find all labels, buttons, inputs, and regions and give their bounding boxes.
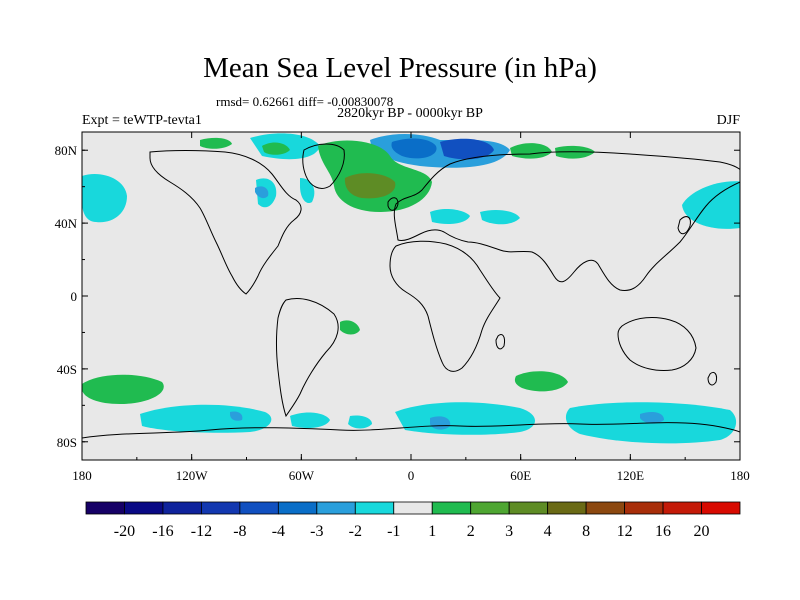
lon-label: 0: [408, 468, 415, 483]
colorbar-label: 1: [428, 523, 436, 540]
antarctica-coast: [82, 422, 740, 439]
colorbar-swatch: [547, 501, 587, 515]
colorbar-swatch: [85, 501, 125, 515]
colorbar-swatch: [662, 501, 702, 515]
colorbar-swatch: [162, 501, 202, 515]
colorbar-swatch: [393, 501, 433, 515]
lat-label: 0: [71, 289, 78, 304]
lat-label: 40S: [57, 362, 77, 377]
lon-label: 60W: [289, 468, 315, 483]
greenland-coast: [302, 143, 345, 189]
colorbar-label: -1: [387, 523, 400, 540]
colorbar-swatch: [277, 501, 318, 515]
lon-label: 180: [72, 468, 92, 483]
negative-anomaly-strong: [230, 133, 664, 430]
colorbar-label: 8: [582, 523, 590, 540]
colorbar-label: -12: [191, 523, 212, 540]
australia-coast: [617, 317, 697, 371]
experiment-label: Expt = teWTP-tevta1: [82, 113, 202, 128]
latitude-labels: 80N 40N 0 40S 80S: [55, 143, 78, 450]
lon-label: 60E: [510, 468, 531, 483]
colorbar-swatch: [470, 501, 510, 515]
eurasia-coast: [393, 151, 740, 291]
madagascar-coast: [495, 333, 505, 350]
colorbar-label: 16: [655, 523, 671, 540]
season-label: DJF: [716, 113, 740, 128]
colorbar-label: 4: [544, 523, 552, 540]
colorbar-label: 2: [467, 523, 475, 540]
colorbar-swatch: [201, 501, 241, 515]
lon-label: 120W: [176, 468, 209, 483]
lat-label: 40N: [55, 216, 78, 231]
stats-text: rmsd= 0.62661 diff= -0.00830078: [216, 94, 394, 109]
africa-coast: [389, 240, 501, 372]
japan-coast: [677, 216, 691, 235]
colorbar-label: 3: [505, 523, 513, 540]
new-zealand-coast: [707, 371, 717, 386]
north-america-coast: [149, 150, 302, 295]
colorbar-swatch: [354, 501, 395, 515]
colorbar: [85, 501, 741, 515]
map-title: Mean Sea Level Pressure (in hPa): [203, 52, 597, 84]
colorbar-label: -3: [310, 523, 323, 540]
colorbar-swatch: [508, 501, 549, 515]
south-america-coast: [276, 298, 339, 418]
lon-label: 180: [730, 468, 750, 483]
lat-label: 80N: [55, 143, 78, 158]
colorbar-label: -2: [349, 523, 362, 540]
colorbar-label: -20: [114, 523, 135, 540]
colorbar-swatch: [431, 501, 472, 515]
uk-coast: [387, 197, 399, 211]
colorbar-label: -16: [152, 523, 173, 540]
period-text: 2820kyr BP - 0000kyr BP: [337, 106, 483, 121]
coastlines: [82, 143, 740, 439]
colorbar-swatch: [124, 501, 164, 515]
positive-anomaly-fill: [82, 137, 595, 404]
colorbar-label: 20: [694, 523, 710, 540]
colorbar-swatch: [316, 501, 356, 515]
colorbar-swatch: [239, 501, 279, 515]
longitude-labels: 180 120W 60W 0 60E 120E 180: [72, 468, 750, 483]
lon-label: 120E: [617, 468, 645, 483]
colorbar-label: -4: [272, 523, 285, 540]
colorbar-label: -8: [233, 523, 246, 540]
colorbar-label: 12: [617, 523, 633, 540]
colorbar-labels: -20 -16 -12 -8 -4 -3 -2 -1 1 2 3 4 8 12 16 20: [114, 523, 710, 540]
axis-ticks: [81, 132, 741, 460]
colorbar-swatch: [624, 501, 664, 515]
lat-label: 80S: [57, 435, 77, 450]
colorbar-swatch: [585, 501, 625, 515]
colorbar-swatch: [701, 501, 741, 515]
